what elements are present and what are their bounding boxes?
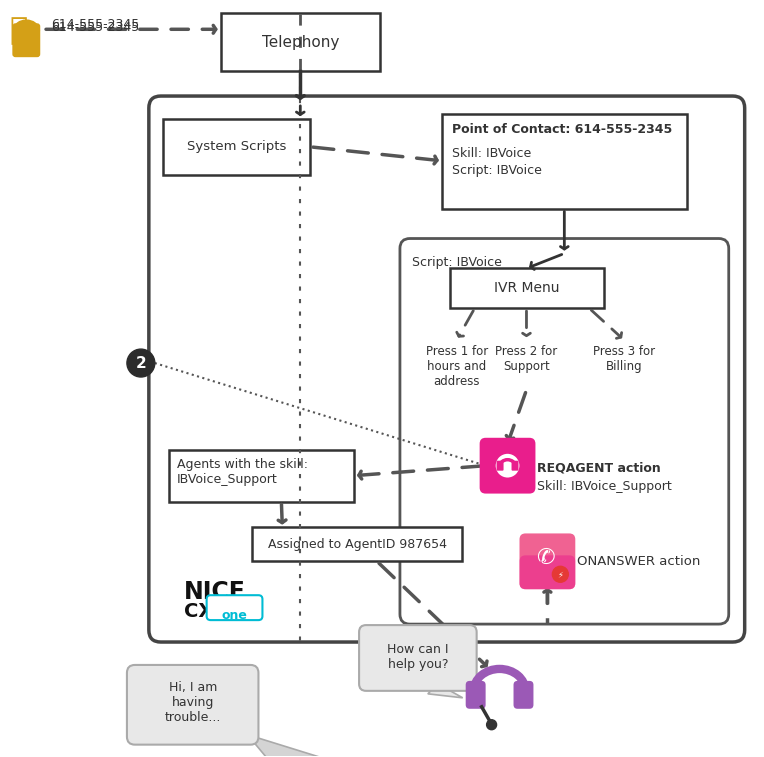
FancyBboxPatch shape: [127, 665, 258, 745]
Text: NICE: NICE: [183, 581, 245, 604]
Text: 614-555-2345: 614-555-2345: [51, 18, 140, 31]
Text: How can I
help you?: How can I help you?: [387, 643, 448, 671]
Text: Press 2 for
Support: Press 2 for Support: [495, 345, 558, 373]
FancyBboxPatch shape: [450, 269, 604, 308]
FancyBboxPatch shape: [442, 114, 687, 209]
FancyBboxPatch shape: [520, 556, 575, 589]
Polygon shape: [248, 735, 392, 757]
FancyBboxPatch shape: [163, 119, 310, 175]
Text: Skill: IBVoice: Skill: IBVoice: [452, 147, 531, 160]
Text: Agents with the skill:
IBVoice_Support: Agents with the skill: IBVoice_Support: [176, 458, 308, 486]
Text: Press 1 for
hours and
address: Press 1 for hours and address: [426, 345, 488, 388]
FancyBboxPatch shape: [497, 461, 503, 471]
Text: Press 3 for
Billing: Press 3 for Billing: [593, 345, 656, 373]
Circle shape: [552, 566, 568, 582]
FancyBboxPatch shape: [252, 528, 461, 562]
Text: CX: CX: [183, 602, 213, 621]
Text: System Scripts: System Scripts: [187, 140, 286, 154]
FancyBboxPatch shape: [466, 681, 486, 709]
FancyBboxPatch shape: [169, 450, 354, 502]
Text: ✆: ✆: [536, 548, 555, 569]
Text: Telephony: Telephony: [261, 35, 339, 50]
Text: IVR Menu: IVR Menu: [494, 282, 560, 295]
Text: 📞: 📞: [9, 17, 28, 45]
Text: REQAGENT action: REQAGENT action: [537, 462, 661, 475]
Circle shape: [127, 349, 155, 377]
FancyBboxPatch shape: [206, 595, 263, 620]
FancyBboxPatch shape: [512, 461, 519, 471]
Text: 2: 2: [135, 356, 146, 371]
FancyBboxPatch shape: [480, 438, 536, 494]
FancyBboxPatch shape: [12, 23, 40, 58]
Text: Point of Contact: 614-555-2345: Point of Contact: 614-555-2345: [452, 123, 672, 136]
Text: Script: IBVoice: Script: IBVoice: [452, 164, 542, 177]
Text: Hi, I am
having
trouble...: Hi, I am having trouble...: [164, 681, 221, 724]
FancyBboxPatch shape: [359, 625, 477, 691]
Polygon shape: [428, 684, 463, 698]
FancyBboxPatch shape: [149, 96, 745, 642]
FancyBboxPatch shape: [513, 681, 533, 709]
Text: ONANSWER action: ONANSWER action: [578, 555, 701, 568]
Text: one: one: [222, 609, 248, 622]
FancyBboxPatch shape: [520, 534, 575, 589]
Text: Script: IBVoice: Script: IBVoice: [412, 257, 502, 269]
Circle shape: [494, 452, 522, 480]
Text: 614-555-2345: 614-555-2345: [51, 21, 140, 34]
Text: Skill: IBVoice_Support: Skill: IBVoice_Support: [537, 480, 672, 493]
FancyBboxPatch shape: [400, 238, 729, 624]
FancyBboxPatch shape: [221, 14, 380, 71]
Text: Assigned to AgentID 987654: Assigned to AgentID 987654: [267, 538, 447, 551]
Circle shape: [487, 720, 497, 730]
Text: ⚡: ⚡: [558, 570, 563, 579]
